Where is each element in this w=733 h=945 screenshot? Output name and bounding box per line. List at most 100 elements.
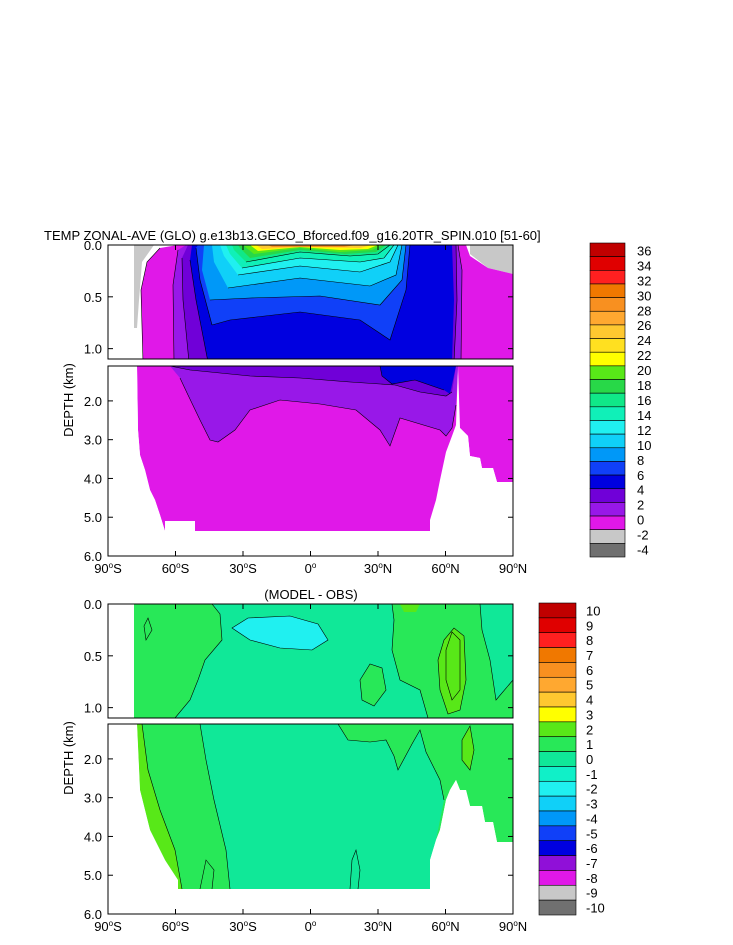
colorbar-label: 0 [586, 752, 593, 767]
y-tick-label: 2.0 [84, 394, 102, 409]
x-tick-label: 30oS [229, 561, 257, 576]
colorbar-label: 10 [586, 603, 600, 618]
colorbar-label: -7 [586, 856, 598, 871]
contour-lines [143, 604, 513, 718]
colorbar-label: 22 [637, 348, 651, 363]
contour-band [438, 628, 466, 714]
y-tick-label: 4.0 [84, 471, 102, 486]
contour-line [241, 245, 395, 269]
contour-line [231, 615, 329, 651]
colorbar-label: 8 [637, 453, 644, 468]
land-fill [108, 604, 134, 718]
contour-line [143, 617, 153, 641]
colorbar-label: 24 [637, 333, 651, 348]
colorbar-label: -2 [586, 782, 598, 797]
land-fill [178, 889, 430, 914]
contour-line [445, 631, 461, 701]
colorbar-swatch [538, 899, 577, 916]
contour-line [453, 245, 458, 359]
contour-line [479, 604, 513, 701]
colorbar-swatch [589, 433, 626, 449]
colorbar-label: -8 [586, 871, 598, 886]
contour-line [211, 245, 411, 341]
x-tick-label: 0o [305, 919, 317, 934]
colorbar-swatch [589, 543, 626, 558]
bottom-x-axis: 90oS 60oS 30oS 0o 30oN 60oN 90oN [94, 604, 527, 934]
y-tick-label: 6.0 [84, 907, 102, 922]
colorbar-label: 14 [637, 408, 651, 423]
y-tick-label: 0.0 [84, 238, 102, 253]
colorbar-swatch [589, 270, 626, 285]
x-tick-label: 0o [305, 561, 317, 576]
x-tick-label: 30oN [364, 561, 392, 576]
colorbar-swatch [538, 662, 577, 678]
colorbar-label: -1 [586, 767, 598, 782]
colorbar-swatch [589, 447, 626, 462]
contour-band [400, 604, 420, 612]
contour-line [437, 627, 467, 715]
colorbar-swatch [589, 297, 626, 312]
colorbar-swatch [589, 283, 626, 298]
colorbar-label: 12 [637, 423, 651, 438]
colorbar-swatch [589, 474, 626, 490]
x-tick-label: 90oS [94, 919, 122, 934]
contour-line [359, 663, 387, 707]
contour-line [141, 724, 183, 890]
land-fill [108, 366, 165, 556]
contour-line [179, 377, 457, 447]
colorbar-swatch [589, 420, 626, 435]
contour-line [461, 725, 475, 771]
colorbar-swatch [589, 529, 626, 544]
colorbar-swatch [538, 706, 577, 723]
colorbar-swatch [538, 855, 577, 871]
y-tick-label: 2.0 [84, 752, 102, 767]
contour-line [227, 245, 403, 289]
contour-line [195, 247, 213, 326]
top-chart-title: TEMP ZONAL-AVE (GLO) g.e13b13.GECO_Bforc… [44, 228, 541, 243]
colorbar-label: 9 [586, 618, 593, 633]
x-tick-label: 60oN [431, 919, 459, 934]
x-tick-label: 90oN [499, 561, 527, 576]
y-tick-label: 3.0 [84, 791, 102, 806]
colorbar-swatch [538, 691, 577, 708]
colorbar-swatch [589, 338, 626, 353]
contour-band [140, 366, 458, 446]
colorbar-label: 34 [637, 258, 651, 273]
colorbar-label: 3 [586, 707, 593, 722]
colorbar-label: -9 [586, 886, 598, 901]
contour-line [237, 245, 399, 276]
colorbar-swatch [589, 515, 626, 530]
colorbar-swatch [589, 379, 626, 394]
y-tick-label: 5.0 [84, 868, 102, 883]
colorbar-label: 8 [586, 633, 593, 648]
y-tick-label: 1.0 [84, 342, 102, 357]
x-tick-label: 60oS [162, 561, 190, 576]
x-tick-label: 30oS [229, 919, 257, 934]
y-tick-label: 0.0 [84, 597, 102, 612]
colorbar-swatch [538, 884, 577, 901]
contour-line [391, 604, 429, 718]
top-lower-field [108, 366, 513, 556]
contour-line [174, 604, 223, 718]
colorbar-swatch [589, 242, 626, 257]
contour-line [209, 245, 407, 306]
colorbar-label: -10 [586, 901, 605, 916]
y-tick-label: 1.0 [84, 701, 102, 716]
contour-line [199, 724, 231, 890]
top-x-axis: 90oS 60oS 30oS 0o 30oN 60oN 90oN [94, 245, 527, 576]
colorbar-swatch [538, 602, 577, 619]
colorbar-label: 0 [637, 513, 644, 528]
colorbar-label: 18 [637, 378, 651, 393]
colorbar-swatch [589, 256, 626, 271]
land-fill [430, 428, 513, 556]
land-fill [108, 724, 178, 914]
colorbar-label: 2 [586, 722, 593, 737]
contour-band [380, 366, 456, 394]
contour-line [189, 259, 208, 359]
colorbar-label: 4 [586, 693, 593, 708]
colorbar-swatch [589, 502, 626, 517]
contour-band [200, 724, 444, 889]
top-panel: TEMP ZONAL-AVE (GLO) g.e13b13.GECO_Bforc… [44, 228, 651, 576]
contour-line [172, 249, 179, 359]
